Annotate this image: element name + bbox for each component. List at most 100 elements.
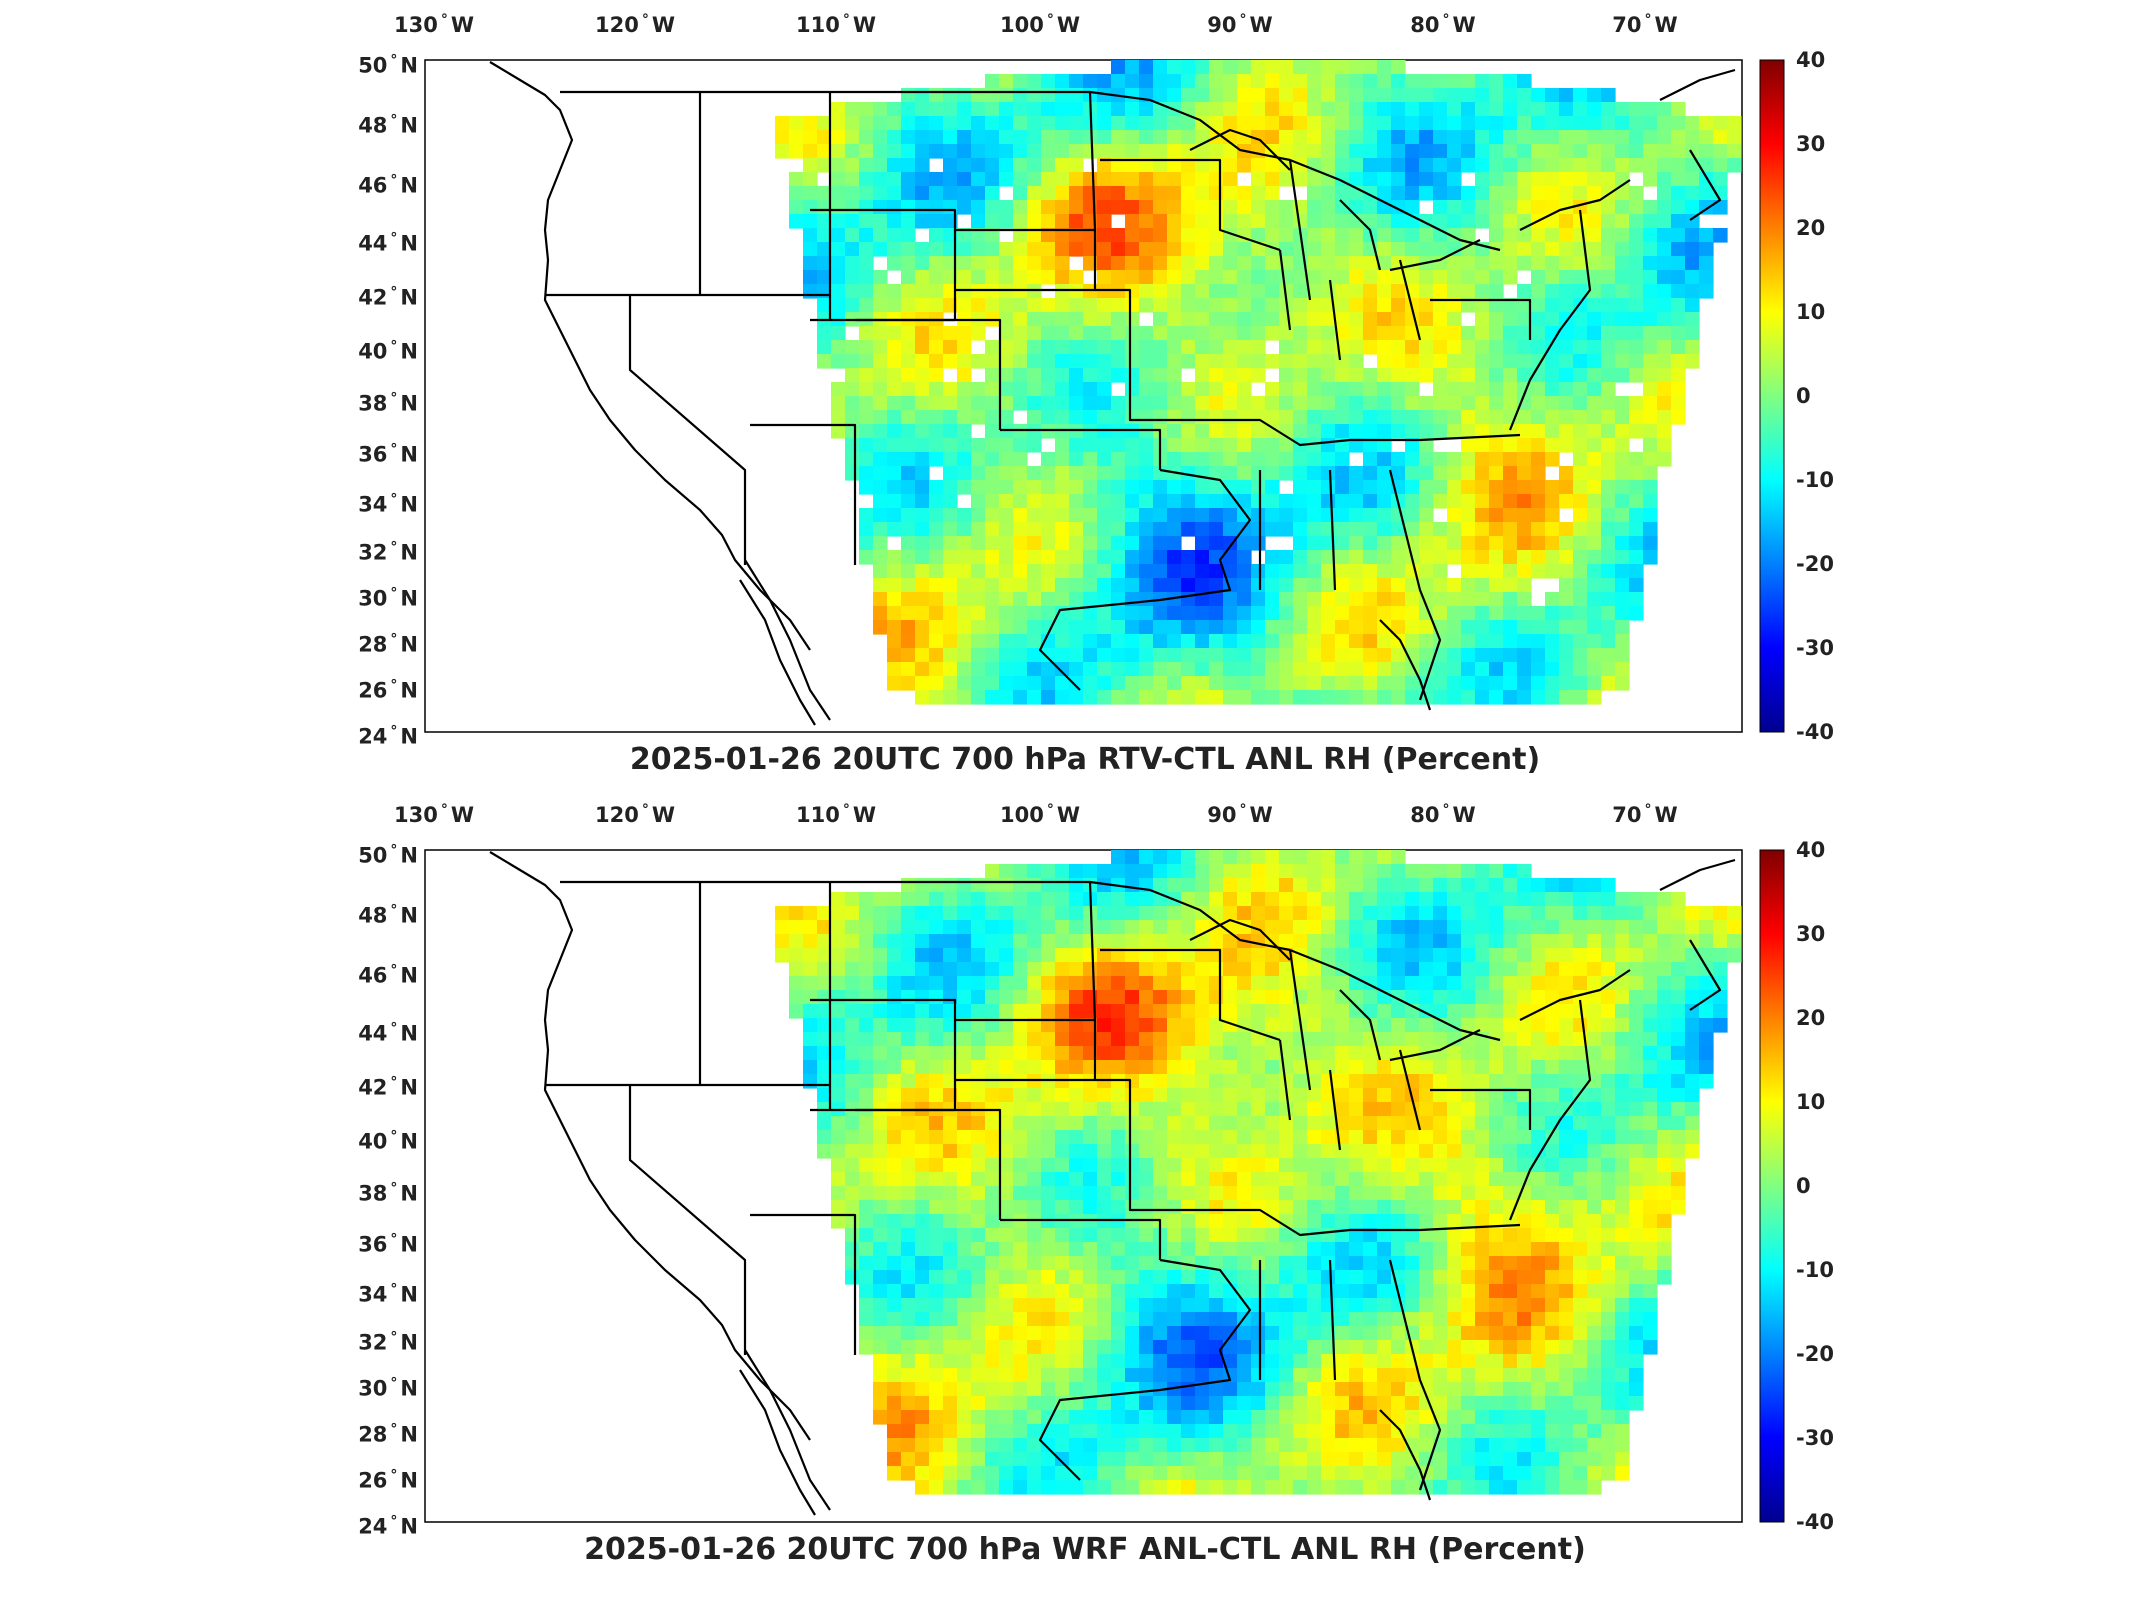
field-cell bbox=[1139, 1270, 1154, 1285]
field-cell bbox=[1195, 1312, 1210, 1327]
field-cell bbox=[845, 424, 860, 439]
field-cell bbox=[1013, 1158, 1028, 1173]
field-cell bbox=[845, 1060, 860, 1075]
field-cell bbox=[1195, 256, 1210, 271]
field-cell bbox=[1573, 522, 1588, 537]
field-cell bbox=[1503, 340, 1518, 355]
field-cell bbox=[1461, 1102, 1476, 1117]
field-cell bbox=[1293, 214, 1308, 229]
field-cell bbox=[1391, 1368, 1406, 1383]
field-cell bbox=[1125, 1368, 1140, 1383]
field-cell bbox=[1461, 592, 1476, 607]
field-cell bbox=[1349, 1060, 1364, 1075]
field-cell bbox=[1363, 892, 1378, 907]
field-cell bbox=[1321, 312, 1336, 327]
field-cell bbox=[1335, 676, 1350, 691]
field-cell bbox=[1251, 864, 1266, 879]
field-cell bbox=[1321, 424, 1336, 439]
field-cell bbox=[1643, 284, 1658, 299]
field-cell bbox=[887, 438, 902, 453]
field-cell bbox=[1377, 270, 1392, 285]
field-cell bbox=[1069, 382, 1084, 397]
field-cell bbox=[1587, 976, 1602, 991]
field-cell bbox=[1517, 1354, 1532, 1369]
field-cell bbox=[1223, 438, 1238, 453]
field-cell bbox=[1223, 1200, 1238, 1215]
field-cell bbox=[1083, 1284, 1098, 1299]
field-cell bbox=[1391, 1354, 1406, 1369]
field-cell bbox=[1125, 976, 1140, 991]
field-cell bbox=[1069, 1312, 1084, 1327]
field-cell bbox=[971, 130, 986, 145]
field-cell bbox=[1643, 228, 1658, 243]
field-cell bbox=[1251, 424, 1266, 439]
field-cell bbox=[1531, 1270, 1546, 1285]
field-cell bbox=[1139, 662, 1154, 677]
field-cell bbox=[1391, 962, 1406, 977]
field-cell bbox=[1097, 1144, 1112, 1159]
field-cell bbox=[1251, 620, 1266, 635]
field-cell bbox=[1139, 1256, 1154, 1271]
field-cell bbox=[1433, 214, 1448, 229]
field-cell bbox=[1419, 1144, 1434, 1159]
field-cell bbox=[1517, 410, 1532, 425]
field-cell bbox=[1517, 990, 1532, 1005]
field-cell bbox=[985, 564, 1000, 579]
field-cell bbox=[1587, 1144, 1602, 1159]
field-cell bbox=[901, 172, 916, 187]
field-cell bbox=[957, 550, 972, 565]
field-cell bbox=[901, 606, 916, 621]
field-cell bbox=[1139, 1102, 1154, 1117]
field-cell bbox=[1265, 1046, 1280, 1061]
field-cell bbox=[1601, 1046, 1616, 1061]
field-cell bbox=[1195, 1298, 1210, 1313]
field-cell bbox=[1097, 550, 1112, 565]
field-cell bbox=[1195, 1242, 1210, 1257]
field-cell bbox=[1559, 1340, 1574, 1355]
field-cell bbox=[1587, 662, 1602, 677]
field-cell bbox=[1209, 200, 1224, 215]
field-cell bbox=[1601, 606, 1616, 621]
field-cell bbox=[859, 1312, 874, 1327]
field-cell bbox=[1335, 494, 1350, 509]
field-cell bbox=[1391, 550, 1406, 565]
field-cell bbox=[1013, 1298, 1028, 1313]
field-cell bbox=[1055, 74, 1070, 89]
field-cell bbox=[929, 1242, 944, 1257]
field-cell bbox=[1531, 466, 1546, 481]
field-cell bbox=[943, 438, 958, 453]
field-cell bbox=[887, 1074, 902, 1089]
field-cell bbox=[1321, 214, 1336, 229]
field-cell bbox=[845, 990, 860, 1005]
field-cell bbox=[1419, 550, 1434, 565]
field-cell bbox=[901, 662, 916, 677]
field-cell bbox=[1447, 102, 1462, 117]
field-cell bbox=[1307, 354, 1322, 369]
field-cell bbox=[1055, 1088, 1070, 1103]
field-cell bbox=[1293, 354, 1308, 369]
field-cell bbox=[1475, 116, 1490, 131]
field-cell bbox=[1405, 1270, 1420, 1285]
field-cell bbox=[1097, 1284, 1112, 1299]
field-cell bbox=[1517, 88, 1532, 103]
field-cell bbox=[1475, 864, 1490, 879]
field-cell bbox=[1069, 438, 1084, 453]
field-cell bbox=[1461, 606, 1476, 621]
field-cell bbox=[1279, 130, 1294, 145]
field-cell bbox=[1279, 920, 1294, 935]
field-cell bbox=[1013, 284, 1028, 299]
field-cell bbox=[1167, 480, 1182, 495]
field-cell bbox=[1545, 270, 1560, 285]
field-cell bbox=[1419, 144, 1434, 159]
field-cell bbox=[1489, 878, 1504, 893]
field-cell bbox=[1097, 1270, 1112, 1285]
field-cell bbox=[1503, 130, 1518, 145]
field-cell bbox=[1069, 354, 1084, 369]
field-cell bbox=[1223, 564, 1238, 579]
field-cell bbox=[1671, 270, 1686, 285]
field-cell bbox=[1559, 550, 1574, 565]
field-cell bbox=[929, 144, 944, 159]
field-cell bbox=[1419, 130, 1434, 145]
field-cell bbox=[943, 1158, 958, 1173]
field-cell bbox=[873, 564, 888, 579]
